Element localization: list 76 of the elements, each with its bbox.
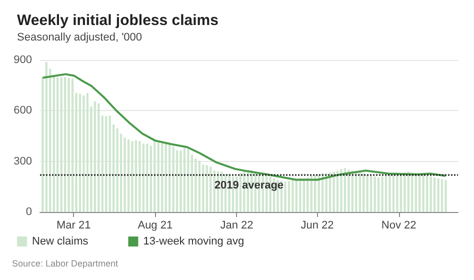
bar [358,172,361,212]
x-tick-label: Jun 22 [300,220,334,232]
legend-label: 13-week moving avg [143,236,244,248]
bar [98,103,100,212]
bar [388,174,391,212]
bar [105,116,108,212]
bar [299,178,302,212]
bar [239,173,242,212]
bar [52,76,55,212]
bar [426,176,428,212]
bar [138,141,141,212]
bar [210,166,212,212]
chart-title: Weekly initial jobless claims [17,12,218,29]
bar [437,178,440,212]
bar [348,170,350,212]
bar [116,128,118,212]
x-tick-label: Nov 22 [381,220,416,232]
bar [108,116,111,212]
bar [325,173,328,212]
bar [292,180,294,212]
bar [160,142,164,212]
bar [370,176,372,212]
bar [396,173,398,212]
bar [430,176,432,212]
bar [374,176,376,212]
bar [444,180,447,212]
bar [172,146,174,212]
bar [318,174,320,212]
bar [94,101,96,212]
bar [78,94,82,212]
bar [176,150,178,212]
bar [142,144,145,212]
bar [355,171,358,212]
bar [124,138,126,212]
bar [213,170,216,212]
bar [404,172,406,212]
bar [86,92,89,212]
bar [440,179,444,212]
bar [56,77,59,212]
bar [71,78,74,212]
bar [131,141,134,212]
bar [164,143,167,212]
chart-subtitle: Seasonally adjusted, '000 [17,32,142,44]
bar [64,76,66,212]
legend-label: New claims [32,236,89,248]
ref-line-label: 2019 average [214,179,284,192]
bar [284,182,286,212]
source-note: Source: Labor Department [12,258,119,268]
bar [60,77,62,212]
bar [134,140,138,212]
bar [187,148,190,212]
bar [206,165,208,212]
bar [332,171,335,212]
bar [194,158,197,212]
bar [433,177,436,212]
y-tick-label: 600 [14,104,32,117]
bar [82,95,85,212]
x-tick-label: Jan 22 [220,220,254,232]
bar [384,176,388,212]
bar [381,176,384,212]
x-tick-label: Mar 21 [56,220,91,232]
x-tick-label: Aug 21 [138,220,173,232]
bar [127,140,130,212]
y-tick-label: 900 [14,54,32,66]
bar [340,168,342,212]
line-series [42,73,447,181]
y-tick-label: 0 [26,206,32,218]
bar [68,78,70,212]
bar [377,177,380,212]
bar [180,150,182,212]
bar [362,173,365,212]
bar [101,116,104,212]
y-tick-label: 300 [14,155,32,168]
bar [288,180,290,212]
bar [146,144,148,212]
bar [422,174,424,212]
